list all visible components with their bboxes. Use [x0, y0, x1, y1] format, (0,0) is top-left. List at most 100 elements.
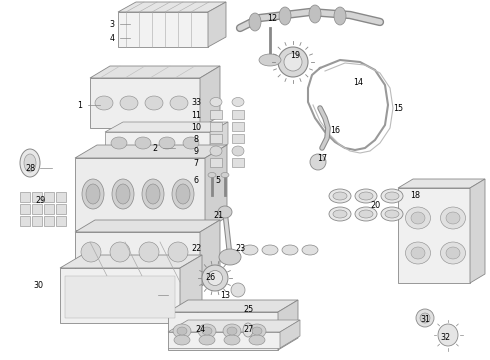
Ellipse shape [232, 98, 244, 107]
Ellipse shape [278, 47, 308, 77]
Polygon shape [278, 300, 298, 350]
Ellipse shape [231, 283, 245, 297]
Polygon shape [200, 66, 220, 128]
Ellipse shape [279, 7, 291, 25]
Ellipse shape [259, 54, 281, 66]
Ellipse shape [218, 206, 232, 218]
Ellipse shape [355, 207, 377, 221]
Ellipse shape [210, 98, 222, 107]
Ellipse shape [116, 184, 130, 204]
Ellipse shape [385, 192, 399, 200]
Text: 4: 4 [109, 33, 115, 42]
Ellipse shape [145, 96, 163, 110]
Text: 32: 32 [440, 333, 450, 342]
Ellipse shape [359, 192, 373, 200]
Ellipse shape [329, 189, 351, 203]
Polygon shape [208, 2, 226, 47]
Ellipse shape [207, 270, 222, 285]
Ellipse shape [282, 245, 298, 255]
Bar [232, 134, 244, 143]
Ellipse shape [174, 335, 190, 345]
Polygon shape [65, 276, 175, 318]
Ellipse shape [170, 96, 188, 110]
Ellipse shape [210, 146, 222, 156]
Ellipse shape [198, 324, 216, 338]
Ellipse shape [446, 247, 460, 259]
Ellipse shape [385, 210, 399, 218]
Ellipse shape [381, 207, 403, 221]
Bar [232, 110, 244, 119]
Polygon shape [168, 320, 300, 332]
Ellipse shape [86, 184, 100, 204]
Text: 21: 21 [213, 211, 223, 220]
Bar [20, 204, 30, 214]
Ellipse shape [202, 265, 228, 291]
Bar [232, 122, 244, 131]
Ellipse shape [309, 5, 321, 23]
Ellipse shape [24, 154, 36, 172]
Ellipse shape [406, 242, 431, 264]
Text: 27: 27 [243, 325, 253, 334]
Ellipse shape [168, 242, 188, 262]
Bar [44, 192, 54, 202]
Ellipse shape [416, 309, 434, 327]
Ellipse shape [252, 327, 262, 335]
Polygon shape [168, 312, 278, 350]
Bar [32, 204, 42, 214]
Text: 17: 17 [317, 153, 327, 162]
Text: 29: 29 [35, 195, 45, 204]
Ellipse shape [438, 324, 458, 346]
Text: 10: 10 [191, 122, 201, 131]
Text: 7: 7 [194, 158, 198, 167]
Ellipse shape [177, 327, 187, 335]
Ellipse shape [249, 335, 265, 345]
Ellipse shape [219, 249, 241, 265]
Bar [20, 192, 30, 202]
Polygon shape [105, 132, 210, 154]
Text: 14: 14 [353, 77, 363, 86]
Text: 18: 18 [410, 190, 420, 199]
Ellipse shape [310, 154, 326, 170]
Ellipse shape [411, 247, 425, 259]
Ellipse shape [302, 245, 318, 255]
Ellipse shape [329, 207, 351, 221]
Polygon shape [398, 188, 470, 283]
Text: 19: 19 [290, 50, 300, 59]
Text: 16: 16 [330, 126, 340, 135]
Ellipse shape [176, 184, 190, 204]
Ellipse shape [232, 146, 244, 156]
Ellipse shape [333, 210, 347, 218]
Polygon shape [398, 179, 485, 188]
Text: 28: 28 [25, 163, 35, 172]
Polygon shape [90, 66, 220, 78]
Ellipse shape [112, 179, 134, 209]
Polygon shape [200, 220, 220, 287]
Ellipse shape [359, 210, 373, 218]
Bar [32, 216, 42, 226]
Text: 11: 11 [191, 111, 201, 120]
Ellipse shape [202, 327, 212, 335]
Text: 22: 22 [191, 243, 201, 252]
Text: 13: 13 [220, 291, 230, 300]
Text: 31: 31 [420, 315, 430, 324]
Polygon shape [60, 268, 180, 323]
Text: 26: 26 [205, 274, 215, 283]
Ellipse shape [355, 189, 377, 203]
Ellipse shape [139, 242, 159, 262]
Ellipse shape [224, 335, 240, 345]
Polygon shape [168, 332, 280, 348]
Ellipse shape [284, 53, 302, 71]
Bar [56, 192, 66, 202]
Bar [210, 158, 222, 167]
Bar [210, 122, 222, 131]
Text: 20: 20 [370, 201, 380, 210]
Ellipse shape [333, 192, 347, 200]
Ellipse shape [159, 137, 175, 149]
Text: 12: 12 [267, 14, 277, 23]
Ellipse shape [242, 245, 258, 255]
Text: 1: 1 [77, 100, 82, 109]
Ellipse shape [381, 189, 403, 203]
Ellipse shape [199, 335, 215, 345]
Ellipse shape [208, 172, 216, 177]
Polygon shape [75, 232, 200, 287]
